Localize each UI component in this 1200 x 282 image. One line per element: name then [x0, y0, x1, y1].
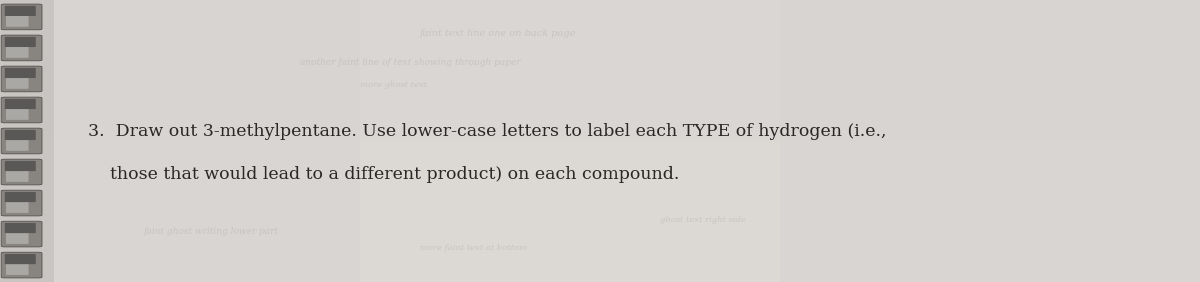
FancyBboxPatch shape — [5, 6, 36, 16]
FancyBboxPatch shape — [6, 202, 29, 213]
Text: those that would lead to a different product) on each compound.: those that would lead to a different pro… — [88, 166, 679, 183]
FancyBboxPatch shape — [6, 78, 29, 89]
FancyBboxPatch shape — [5, 68, 36, 78]
Text: faint text line one on back page: faint text line one on back page — [420, 29, 576, 38]
Text: faint ghost writing lower part: faint ghost writing lower part — [144, 227, 280, 236]
FancyBboxPatch shape — [5, 254, 36, 264]
FancyBboxPatch shape — [5, 130, 36, 140]
Text: more ghost text: more ghost text — [360, 81, 427, 89]
FancyBboxPatch shape — [6, 16, 29, 27]
Text: more faint text at bottom: more faint text at bottom — [420, 244, 527, 252]
FancyBboxPatch shape — [5, 99, 36, 109]
Text: 3.  Draw out 3-methylpentane. Use lower-case letters to label each TYPE of hydro: 3. Draw out 3-methylpentane. Use lower-c… — [88, 123, 886, 140]
FancyBboxPatch shape — [6, 171, 29, 182]
FancyBboxPatch shape — [6, 233, 29, 244]
Bar — [54, 0, 1200, 141]
FancyBboxPatch shape — [1, 128, 42, 154]
FancyBboxPatch shape — [6, 109, 29, 120]
FancyBboxPatch shape — [1, 97, 42, 123]
FancyBboxPatch shape — [1, 252, 42, 278]
FancyBboxPatch shape — [1, 159, 42, 185]
FancyBboxPatch shape — [5, 37, 36, 47]
Text: another faint line of text showing through paper: another faint line of text showing throu… — [300, 58, 521, 67]
Bar — [360, 0, 780, 282]
FancyBboxPatch shape — [1, 66, 42, 92]
FancyBboxPatch shape — [1, 190, 42, 216]
FancyBboxPatch shape — [5, 192, 36, 202]
FancyBboxPatch shape — [6, 264, 29, 275]
FancyBboxPatch shape — [5, 223, 36, 233]
FancyBboxPatch shape — [1, 35, 42, 61]
FancyBboxPatch shape — [5, 161, 36, 171]
FancyBboxPatch shape — [6, 47, 29, 58]
FancyBboxPatch shape — [1, 4, 42, 30]
FancyBboxPatch shape — [1, 221, 42, 247]
FancyBboxPatch shape — [6, 140, 29, 151]
Text: ghost text right side: ghost text right side — [660, 216, 745, 224]
